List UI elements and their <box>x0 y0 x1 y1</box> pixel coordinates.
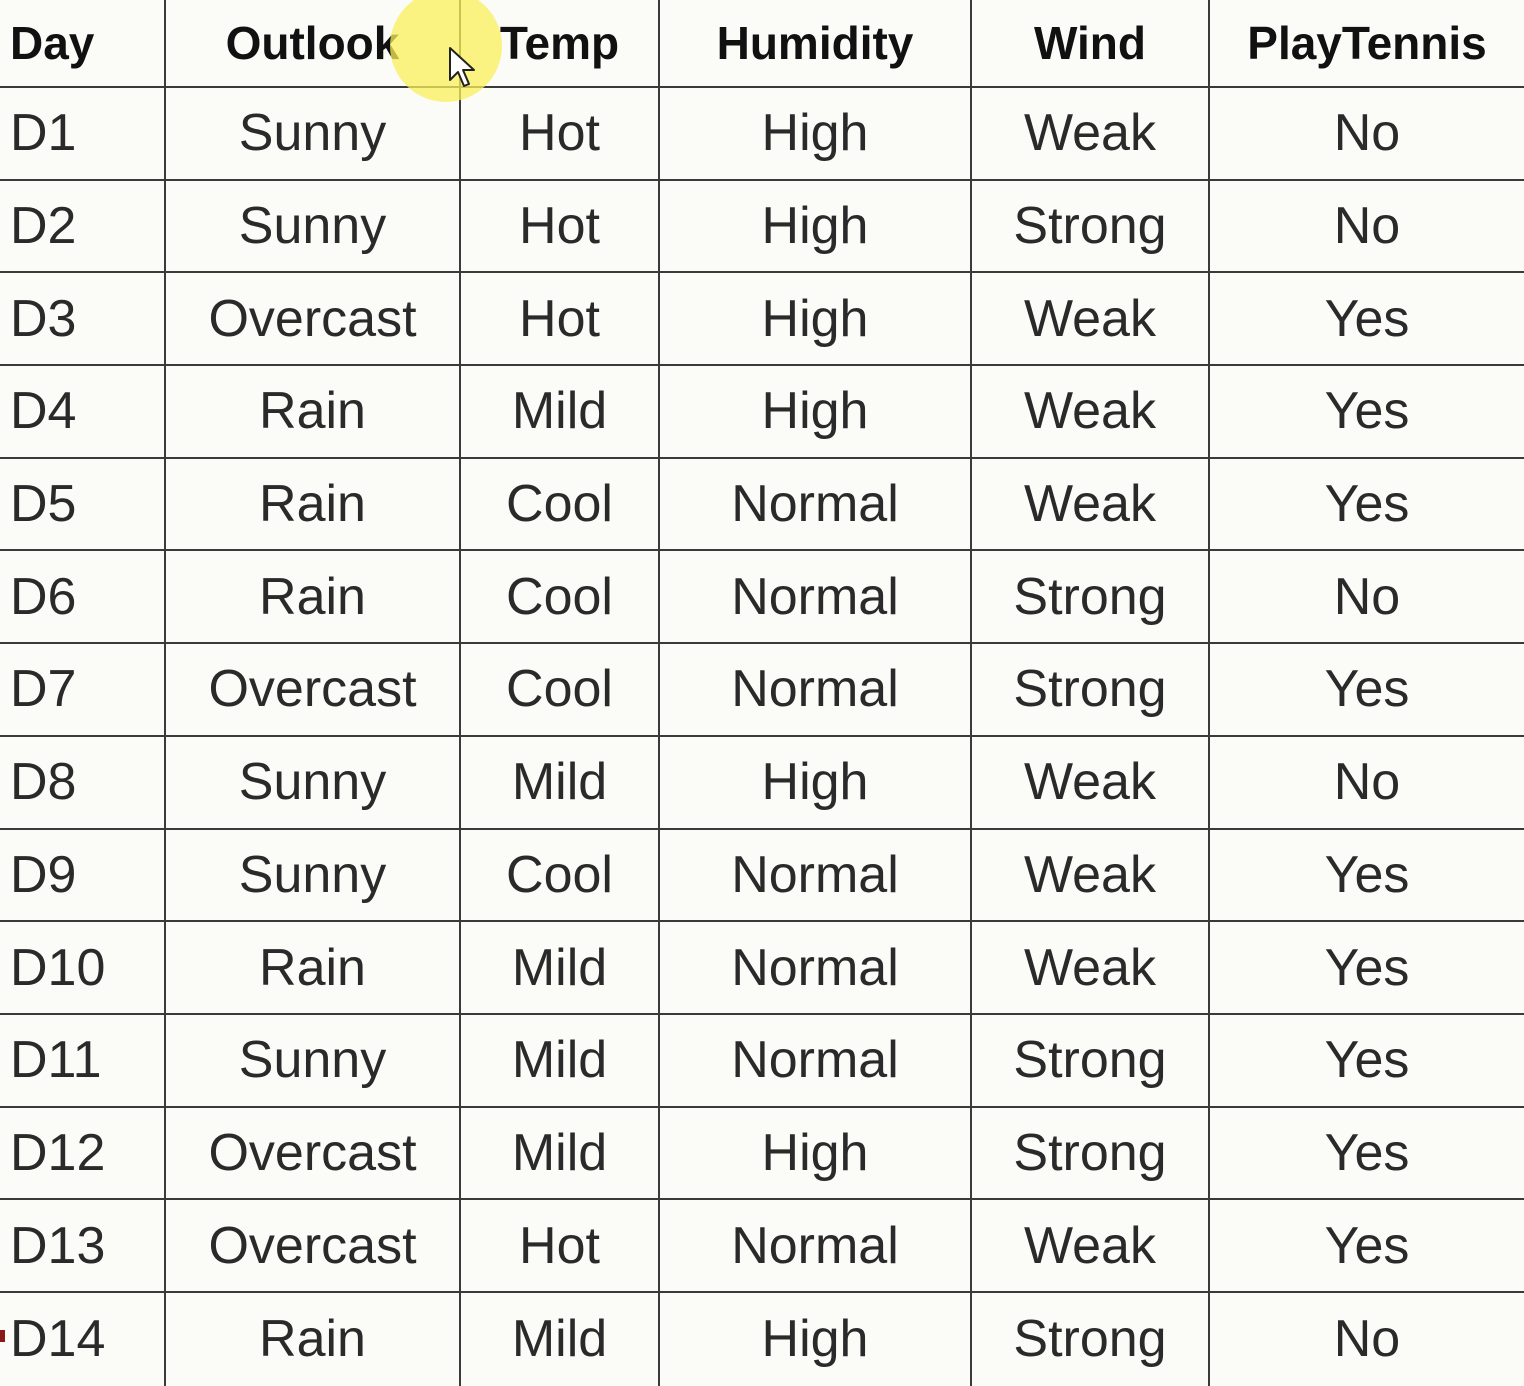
cell-outlook: Overcast <box>166 1107 461 1201</box>
cell-wind: Weak <box>972 88 1210 181</box>
cell-playtennis: Yes <box>1210 1200 1524 1293</box>
cell-day: D14 <box>0 1292 166 1386</box>
cell-playtennis: Yes <box>1210 1108 1524 1201</box>
cell-humidity: High <box>660 273 972 367</box>
cell-playtennis: Yes <box>1210 459 1524 552</box>
cell-humidity: Normal <box>660 922 972 1015</box>
cell-temp: Cool <box>461 551 660 645</box>
cell-wind: Strong <box>972 551 1210 645</box>
cell-temp: Mild <box>461 366 660 459</box>
cell-wind: Weak <box>972 273 1210 367</box>
cell-humidity: High <box>660 88 972 181</box>
cell-wind: Strong <box>972 1107 1210 1201</box>
cell-wind: Weak <box>972 736 1210 830</box>
cell-day: D9 <box>0 829 166 923</box>
cell-temp: Hot <box>461 273 660 367</box>
cell-wind: Strong <box>972 644 1210 737</box>
cell-day: D10 <box>0 922 166 1015</box>
cell-outlook: Overcast <box>166 1200 461 1293</box>
cell-day: D1 <box>0 88 166 181</box>
cell-temp: Mild <box>461 1014 660 1108</box>
cell-outlook: Rain <box>166 366 461 459</box>
red-mark <box>0 1330 5 1342</box>
cell-temp: Hot <box>461 1200 660 1293</box>
cell-wind: Strong <box>972 1014 1210 1108</box>
cell-outlook: Rain <box>166 551 461 645</box>
cell-humidity: Normal <box>660 644 972 737</box>
cell-outlook: Rain <box>166 458 461 552</box>
cell-humidity: High <box>660 1107 972 1201</box>
cell-playtennis: Yes <box>1210 273 1524 367</box>
header-day: Day <box>0 0 166 88</box>
cell-humidity: Normal <box>660 551 972 645</box>
cell-wind: Weak <box>972 458 1210 552</box>
cell-playtennis: No <box>1333 1310 1401 1369</box>
cell-outlook: Overcast <box>166 644 461 737</box>
cell-wind: Weak <box>972 829 1210 923</box>
cell-outlook: Overcast <box>166 273 461 367</box>
cell-outlook: Rain <box>166 1292 461 1386</box>
cell-day: D3 <box>0 273 166 367</box>
cell-humidity: High <box>660 180 972 274</box>
cell-wind: Weak <box>972 1200 1210 1293</box>
cell-humidity: Normal <box>660 829 972 923</box>
cell-playtennis: Yes <box>1210 366 1524 459</box>
cell-day: D5 <box>0 458 166 552</box>
cell-wind: Weak <box>972 366 1210 459</box>
cell-playtennis: Yes <box>1210 1015 1524 1108</box>
cell-humidity: High <box>660 1292 972 1386</box>
cell-playtennis: No <box>1210 737 1524 830</box>
cell-outlook: Sunny <box>166 736 461 830</box>
header-outlook: Outlook <box>166 0 461 88</box>
cell-temp: Mild <box>461 922 660 1015</box>
cell-playtennis: Yes <box>1210 644 1524 737</box>
cell-outlook: Sunny <box>166 829 461 923</box>
header-humidity: Humidity <box>660 0 972 88</box>
cell-day: D11 <box>0 1014 166 1108</box>
cell-temp: Cool <box>461 644 660 737</box>
header-wind: Wind <box>972 0 1210 88</box>
cell-temp: Mild <box>461 736 660 830</box>
cell-day: D8 <box>0 736 166 830</box>
cell-humidity: Normal <box>660 1014 972 1108</box>
cell-playtennis: No <box>1210 181 1524 274</box>
cell-humidity: Normal <box>660 458 972 552</box>
cell-temp: Cool <box>461 458 660 552</box>
cell-playtennis: Yes <box>1210 830 1524 923</box>
cell-outlook: Sunny <box>166 1014 461 1108</box>
cell-day: D6 <box>0 551 166 645</box>
cell-wind: Strong <box>972 1292 1210 1386</box>
cell-temp: Hot <box>461 180 660 274</box>
cell-playtennis: No <box>1210 551 1524 645</box>
cell-temp: Cool <box>461 829 660 923</box>
cell-outlook: Sunny <box>166 88 461 181</box>
cell-temp: Mild <box>461 1107 660 1201</box>
cell-wind: Strong <box>972 180 1210 274</box>
cell-humidity: Normal <box>660 1200 972 1293</box>
cell-day: D7 <box>0 644 166 737</box>
cell-humidity: High <box>660 736 972 830</box>
header-temp: Temp <box>461 0 660 88</box>
cell-outlook: Rain <box>166 922 461 1015</box>
cell-temp: Hot <box>461 88 660 181</box>
cell-temp: Mild <box>461 1292 660 1386</box>
cell-playtennis: No <box>1210 88 1524 181</box>
cell-wind: Weak <box>972 922 1210 1015</box>
cell-playtennis: Yes <box>1210 922 1524 1015</box>
cell-day: D2 <box>0 180 166 274</box>
header-playtennis: PlayTennis <box>1210 0 1524 88</box>
cell-day: D12 <box>0 1107 166 1201</box>
cell-outlook: Sunny <box>166 180 461 274</box>
cell-humidity: High <box>660 366 972 459</box>
cell-day: D4 <box>0 366 166 459</box>
cell-day: D13 <box>0 1200 166 1293</box>
